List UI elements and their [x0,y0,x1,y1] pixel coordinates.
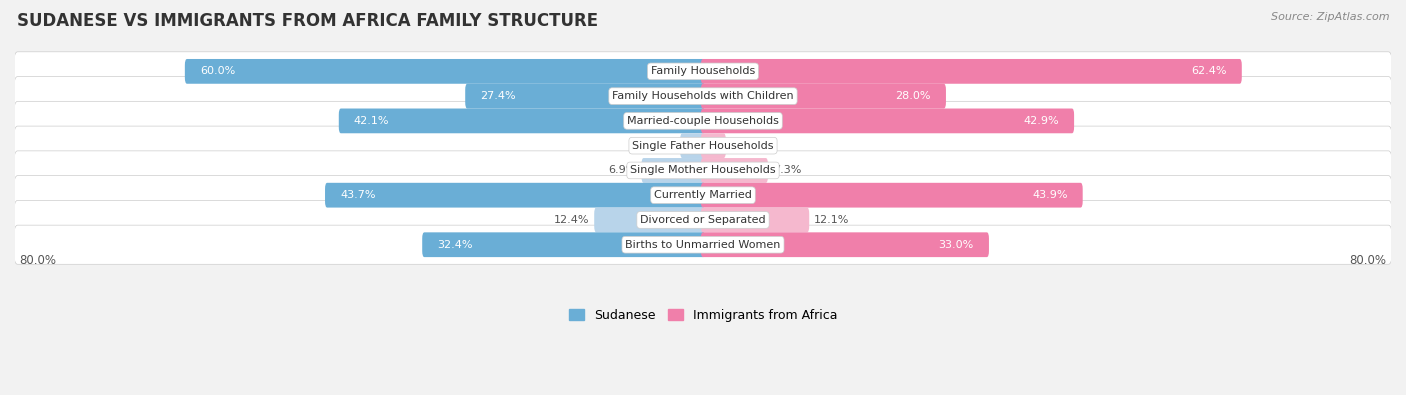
FancyBboxPatch shape [325,183,706,208]
FancyBboxPatch shape [700,158,768,183]
FancyBboxPatch shape [700,183,1083,208]
FancyBboxPatch shape [700,208,810,232]
FancyBboxPatch shape [681,133,706,158]
Text: 2.4%: 2.4% [647,141,675,150]
FancyBboxPatch shape [14,151,1392,190]
Text: 12.4%: 12.4% [554,215,589,225]
Text: 80.0%: 80.0% [1350,254,1386,267]
FancyBboxPatch shape [700,84,946,109]
Text: 60.0%: 60.0% [200,66,235,76]
Text: 42.9%: 42.9% [1024,116,1059,126]
FancyBboxPatch shape [14,126,1392,165]
FancyBboxPatch shape [339,109,706,133]
Text: 42.1%: 42.1% [354,116,389,126]
Text: 27.4%: 27.4% [481,91,516,101]
FancyBboxPatch shape [700,232,988,257]
FancyBboxPatch shape [422,232,706,257]
Text: Currently Married: Currently Married [654,190,752,200]
Legend: Sudanese, Immigrants from Africa: Sudanese, Immigrants from Africa [565,305,841,325]
FancyBboxPatch shape [14,200,1392,239]
FancyBboxPatch shape [700,133,725,158]
Text: SUDANESE VS IMMIGRANTS FROM AFRICA FAMILY STRUCTURE: SUDANESE VS IMMIGRANTS FROM AFRICA FAMIL… [17,12,598,30]
Text: 12.1%: 12.1% [814,215,849,225]
FancyBboxPatch shape [14,176,1392,215]
Text: 62.4%: 62.4% [1191,66,1227,76]
Text: Family Households with Children: Family Households with Children [612,91,794,101]
Text: 6.9%: 6.9% [609,166,637,175]
FancyBboxPatch shape [595,208,706,232]
FancyBboxPatch shape [14,102,1392,141]
FancyBboxPatch shape [700,109,1074,133]
Text: 43.9%: 43.9% [1032,190,1067,200]
Text: Births to Unmarried Women: Births to Unmarried Women [626,240,780,250]
Text: 32.4%: 32.4% [437,240,472,250]
FancyBboxPatch shape [641,158,706,183]
Text: Divorced or Separated: Divorced or Separated [640,215,766,225]
Text: 80.0%: 80.0% [20,254,56,267]
Text: Source: ZipAtlas.com: Source: ZipAtlas.com [1271,12,1389,22]
Text: 2.4%: 2.4% [731,141,759,150]
Text: 33.0%: 33.0% [939,240,974,250]
FancyBboxPatch shape [465,84,706,109]
Text: 7.3%: 7.3% [773,166,801,175]
FancyBboxPatch shape [700,59,1241,84]
Text: Single Father Households: Single Father Households [633,141,773,150]
Text: Single Mother Households: Single Mother Households [630,166,776,175]
Text: Family Households: Family Households [651,66,755,76]
FancyBboxPatch shape [14,52,1392,91]
Text: 28.0%: 28.0% [896,91,931,101]
Text: Married-couple Households: Married-couple Households [627,116,779,126]
FancyBboxPatch shape [14,77,1392,116]
Text: 43.7%: 43.7% [340,190,375,200]
FancyBboxPatch shape [184,59,706,84]
FancyBboxPatch shape [14,225,1392,264]
